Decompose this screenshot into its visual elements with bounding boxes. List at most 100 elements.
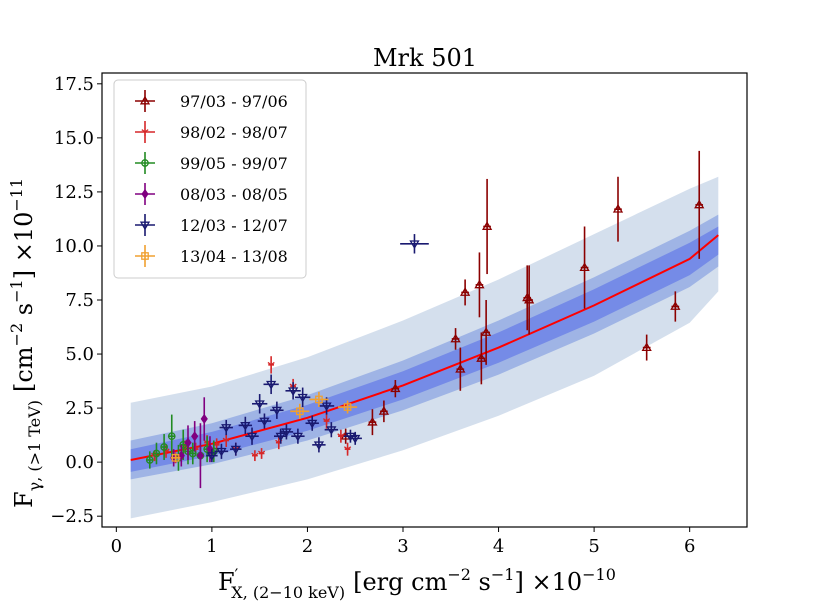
data-point (305, 415, 319, 431)
marker (694, 199, 705, 209)
legend-entry: 08/03 - 08/05 (135, 183, 288, 205)
marker (322, 418, 331, 426)
data-point (378, 400, 390, 423)
data-point (476, 332, 487, 385)
marker (251, 452, 259, 460)
marker (523, 294, 535, 304)
marker (171, 453, 180, 462)
marker (321, 402, 332, 412)
marker (343, 446, 352, 454)
marker (315, 395, 323, 404)
x-tick-label: 5 (588, 536, 599, 557)
data-point (238, 416, 253, 435)
marker (230, 445, 241, 455)
marker (612, 203, 624, 213)
x-tick-label: 3 (397, 536, 408, 557)
marker (240, 421, 251, 431)
marker (188, 449, 197, 458)
marker (196, 450, 205, 461)
marker (367, 416, 378, 426)
data-point (152, 442, 161, 465)
data-point (523, 265, 535, 335)
legend-label: 12/03 - 12/07 (180, 216, 288, 235)
marker (267, 361, 275, 369)
data-point (367, 409, 378, 436)
data-point (252, 394, 268, 414)
marker (254, 400, 265, 410)
data-point (290, 403, 310, 419)
marker (259, 417, 270, 427)
data-point (285, 382, 301, 400)
marker (579, 262, 590, 272)
data-point (196, 423, 205, 489)
data-point (670, 291, 681, 322)
x-tick-label: 1 (206, 536, 217, 557)
marker (326, 426, 337, 435)
marker (271, 406, 283, 416)
data-point (245, 427, 259, 445)
data-point (184, 425, 192, 460)
marker (184, 437, 192, 448)
data-point (170, 453, 181, 463)
chart-title: Mrk 501 (373, 44, 477, 72)
legend-label: 99/05 - 99/07 (180, 154, 288, 173)
legend-label: 97/03 - 97/06 (180, 92, 288, 111)
data-point (337, 429, 345, 443)
data-point (257, 448, 266, 459)
marker (257, 450, 266, 458)
data-point (480, 300, 492, 365)
marker (378, 406, 390, 415)
marker (141, 159, 149, 167)
marker (216, 447, 227, 457)
data-point (481, 178, 493, 275)
marker (474, 279, 485, 289)
legend-entry: 99/05 - 99/07 (135, 152, 288, 174)
marker (409, 240, 420, 250)
data-point (219, 419, 233, 436)
legend-label: 08/03 - 08/05 (180, 185, 288, 204)
marker (670, 301, 681, 310)
marker (265, 380, 277, 390)
marker (139, 221, 151, 231)
data-point (251, 450, 259, 462)
data-point (400, 234, 429, 254)
marker (481, 221, 493, 230)
marker (160, 443, 168, 451)
legend: 97/03 - 97/06 98/02 - 98/07 99/05 - 99/07 0… (113, 79, 307, 279)
data-point (230, 442, 242, 456)
marker (141, 252, 149, 260)
marker (292, 432, 304, 442)
data-point (270, 401, 284, 419)
data-point (206, 449, 218, 463)
data-point (459, 279, 471, 306)
data-point (450, 328, 461, 350)
legend-box (113, 79, 307, 279)
y-tick-label: −2.5 (50, 506, 94, 527)
marker (641, 342, 652, 352)
data-point (474, 252, 485, 318)
data-point (191, 421, 199, 452)
data-point (612, 176, 624, 242)
marker (337, 433, 345, 441)
data-points (145, 150, 705, 489)
data-point (348, 431, 362, 445)
y-tick-label: 5.0 (65, 344, 94, 365)
legend-entry: 97/03 - 97/06 (135, 90, 288, 112)
marker (206, 452, 218, 461)
x-tick-label: 0 (111, 536, 122, 557)
data-point (145, 451, 154, 469)
legend-entry: 13/04 - 13/08 (135, 245, 288, 267)
marker (343, 403, 352, 411)
marker (141, 129, 149, 136)
marker (313, 441, 325, 451)
marker (139, 95, 151, 105)
marker (246, 432, 258, 442)
legend-label: 13/04 - 13/08 (180, 247, 288, 266)
y-tick-label: 17.5 (54, 74, 94, 95)
x-axis-label: F′ X, (2−10 keV) [erg cm−2 s−1] ×10−10 (218, 565, 616, 602)
data-point (200, 397, 208, 441)
data-point (322, 413, 331, 429)
data-point (694, 150, 705, 259)
x-tick-label: 6 (684, 536, 695, 557)
